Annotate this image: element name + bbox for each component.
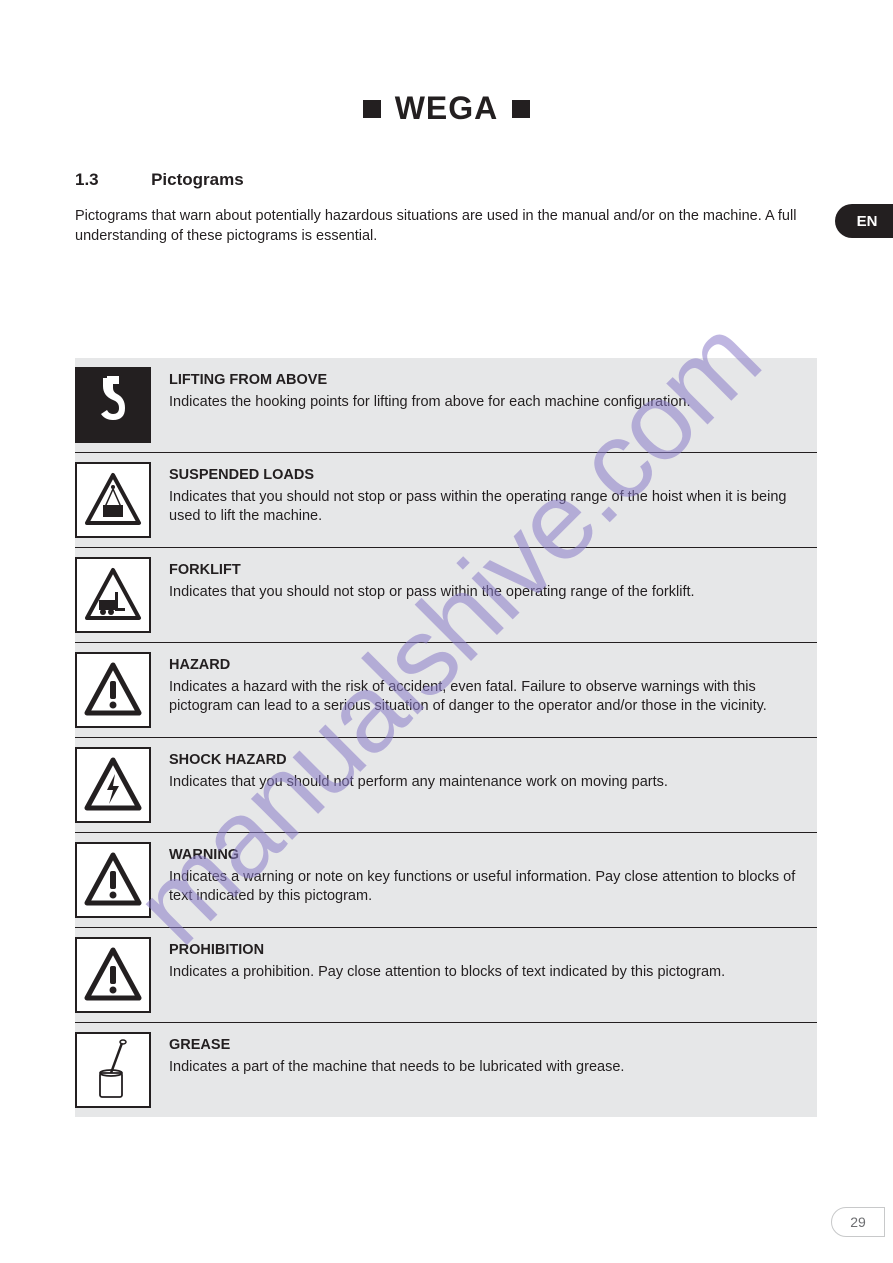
section-title: Pictograms <box>151 170 244 190</box>
row-title: HAZARD <box>169 656 805 676</box>
row-desc: Indicates a warning or note on key funct… <box>169 868 805 907</box>
table-row: FORKLIFT Indicates that you should not s… <box>75 548 817 643</box>
grease-icon <box>75 1032 151 1108</box>
table-row: PROHIBITION Indicates a prohibition. Pay… <box>75 928 817 1023</box>
table-row: SUSPENDED LOADS Indicates that you shoul… <box>75 453 817 548</box>
row-desc: Indicates a hazard with the risk of acci… <box>169 678 805 717</box>
row-text: LIFTING FROM ABOVE Indicates the hooking… <box>151 367 691 412</box>
row-desc: Indicates a prohibition. Pay close atten… <box>169 963 725 983</box>
warning-icon <box>75 842 151 918</box>
row-text: FORKLIFT Indicates that you should not s… <box>151 557 695 602</box>
row-title: PROHIBITION <box>169 941 725 961</box>
language-tab: EN <box>835 204 893 238</box>
section-intro-text: Pictograms that warn about potentially h… <box>75 206 815 246</box>
row-text: PROHIBITION Indicates a prohibition. Pay… <box>151 937 725 982</box>
header-square-left <box>363 100 381 118</box>
hazard-icon <box>75 652 151 728</box>
suspended-load-icon <box>75 462 151 538</box>
shock-hazard-icon <box>75 747 151 823</box>
table-row: SHOCK HAZARD Indicates that you should n… <box>75 738 817 833</box>
header-square-right <box>512 100 530 118</box>
row-text: WARNING Indicates a warning or note on k… <box>151 842 805 907</box>
row-title: GREASE <box>169 1036 624 1056</box>
table-row: GREASE Indicates a part of the machine t… <box>75 1023 817 1117</box>
row-text: SHOCK HAZARD Indicates that you should n… <box>151 747 668 792</box>
section-intro: 1.3 Pictograms Pictograms that warn abou… <box>75 170 815 246</box>
brand-name: WEGA <box>395 90 499 127</box>
row-title: WARNING <box>169 846 805 866</box>
pictogram-table: LIFTING FROM ABOVE Indicates the hooking… <box>75 358 817 1117</box>
row-text: GREASE Indicates a part of the machine t… <box>151 1032 624 1077</box>
row-title: FORKLIFT <box>169 561 695 581</box>
row-title: SUSPENDED LOADS <box>169 466 805 486</box>
prohibition-icon <box>75 937 151 1013</box>
page-header: WEGA <box>0 90 893 127</box>
row-desc: Indicates that you should not perform an… <box>169 773 668 793</box>
forklift-icon <box>75 557 151 633</box>
row-desc: Indicates the hooking points for lifting… <box>169 393 691 413</box>
table-row: HAZARD Indicates a hazard with the risk … <box>75 643 817 738</box>
section-number: 1.3 <box>75 170 99 189</box>
row-title: SHOCK HAZARD <box>169 751 668 771</box>
row-text: SUSPENDED LOADS Indicates that you shoul… <box>151 462 805 527</box>
page: manualshive.com WEGA EN 1.3 Pictograms P… <box>0 0 893 1263</box>
table-row: LIFTING FROM ABOVE Indicates the hooking… <box>75 358 817 453</box>
table-row: WARNING Indicates a warning or note on k… <box>75 833 817 928</box>
row-desc: Indicates that you should not stop or pa… <box>169 583 695 603</box>
row-desc: Indicates that you should not stop or pa… <box>169 488 805 527</box>
row-text: HAZARD Indicates a hazard with the risk … <box>151 652 805 717</box>
row-title: LIFTING FROM ABOVE <box>169 371 691 391</box>
hook-icon <box>75 367 151 443</box>
row-desc: Indicates a part of the machine that nee… <box>169 1058 624 1078</box>
page-number: 29 <box>831 1207 885 1237</box>
